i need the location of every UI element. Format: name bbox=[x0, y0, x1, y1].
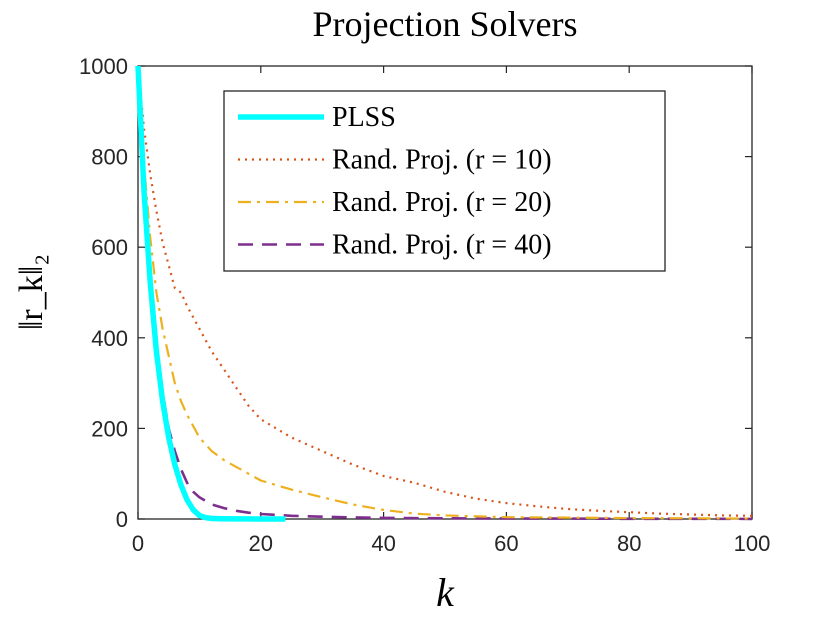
x-tick-label: 20 bbox=[249, 531, 273, 556]
x-axis-label: k bbox=[436, 570, 455, 615]
x-tick-label: 40 bbox=[371, 531, 395, 556]
y-tick-label: 800 bbox=[91, 145, 128, 170]
axes-box bbox=[137, 65, 753, 520]
y-tick-label: 0 bbox=[116, 507, 128, 532]
x-tick-label: 80 bbox=[617, 531, 641, 556]
y-tick-label: 600 bbox=[91, 235, 128, 260]
legend: PLSS Rand. Proj. (r = 10) Rand. Proj. (r =… bbox=[223, 90, 666, 272]
x-tick-label: 100 bbox=[734, 531, 771, 556]
x-tick-label: 60 bbox=[494, 531, 518, 556]
y-tick-label: 200 bbox=[91, 416, 128, 441]
legend-box bbox=[223, 90, 666, 272]
y-tick-label: 1000 bbox=[79, 54, 128, 79]
x-tick-label: 0 bbox=[132, 531, 144, 556]
chart-title: Projection Solvers bbox=[313, 4, 578, 44]
y-tick-label: 400 bbox=[91, 326, 128, 351]
legend-label: Rand. Proj. (r = 10) bbox=[332, 145, 552, 176]
series-line-solid bbox=[135, 65, 286, 522]
legend-label: Rand. Proj. (r = 40) bbox=[332, 230, 552, 261]
legend-label: Rand. Proj. (r = 20) bbox=[332, 187, 552, 218]
legend-label: PLSS bbox=[332, 102, 396, 133]
y-axis-label: ‖r_k‖₂ bbox=[13, 254, 50, 330]
